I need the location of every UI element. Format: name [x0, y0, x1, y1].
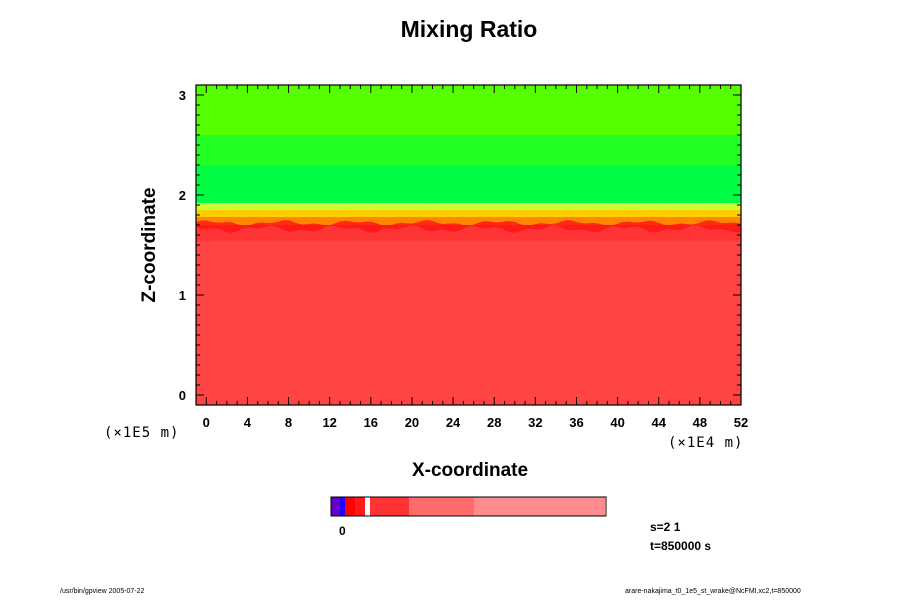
footer-left-text: /usr/bin/gpview 2005-07-22: [60, 588, 145, 595]
boundary-wave-dark: [196, 225, 741, 241]
y-axis-label: Z-coordinate: [139, 187, 160, 303]
y-tick-label-0: 0: [179, 388, 186, 403]
colorbar-segment-0: [331, 497, 340, 516]
x-tick-label-12: 12: [322, 415, 336, 430]
x-tick-label-52: 52: [734, 415, 748, 430]
field-layer: [196, 85, 741, 405]
y-axis-unit: (×1E5 m): [104, 425, 180, 441]
x-axis-unit: (×1E4 m): [668, 435, 744, 451]
colorbar-segment-2: [345, 497, 355, 516]
x-tick-label-44: 44: [652, 415, 667, 430]
x-tick-label-24: 24: [446, 415, 461, 430]
colorbar: [330, 496, 607, 517]
colorbar-segment-5: [409, 497, 474, 516]
time-annotation: t=850000 s: [650, 539, 712, 553]
x-tick-label-0: 0: [203, 415, 210, 430]
x-tick-label-32: 32: [528, 415, 542, 430]
field-band-0: [196, 240, 741, 405]
chart-title: Mixing Ratio: [400, 16, 538, 42]
colorbar-frame: [330, 496, 607, 517]
x-axis-label: X-coordinate: [411, 460, 529, 481]
x-tick-label-40: 40: [610, 415, 624, 430]
field-band-7: [196, 85, 741, 135]
field-band-3: [196, 210, 741, 217]
footer-right-text: arare-nakajima_t0_1e5_st_wrake@NcFMI,xc2…: [625, 588, 801, 595]
colorbar-segment-4: [370, 497, 409, 516]
x-tick-label-20: 20: [405, 415, 419, 430]
x-tick-label-36: 36: [569, 415, 583, 430]
colorbar-segment-1: [340, 497, 345, 516]
x-tick-label-16: 16: [364, 415, 378, 430]
y-tick-label-1: 1: [179, 288, 186, 303]
field-band-2: [196, 217, 741, 225]
field-band-5: [196, 165, 741, 203]
axes-layer: [195, 84, 742, 406]
colorbar-segment-6: [474, 497, 605, 516]
y-tick-label-3: 3: [179, 88, 186, 103]
boundary-layer: [196, 220, 741, 241]
y-tick-label-2: 2: [179, 188, 186, 203]
x-tick-label-4: 4: [244, 415, 252, 430]
x-tick-label-48: 48: [693, 415, 707, 430]
field-band-6: [196, 135, 741, 165]
x-tick-label-8: 8: [285, 415, 292, 430]
s-annotation: s=2 1: [650, 520, 681, 534]
colorbar-segment-3: [355, 497, 365, 516]
x-tick-label-28: 28: [487, 415, 501, 430]
field-band-4: [196, 203, 741, 210]
colorbar-zero-label: 0: [339, 524, 346, 538]
